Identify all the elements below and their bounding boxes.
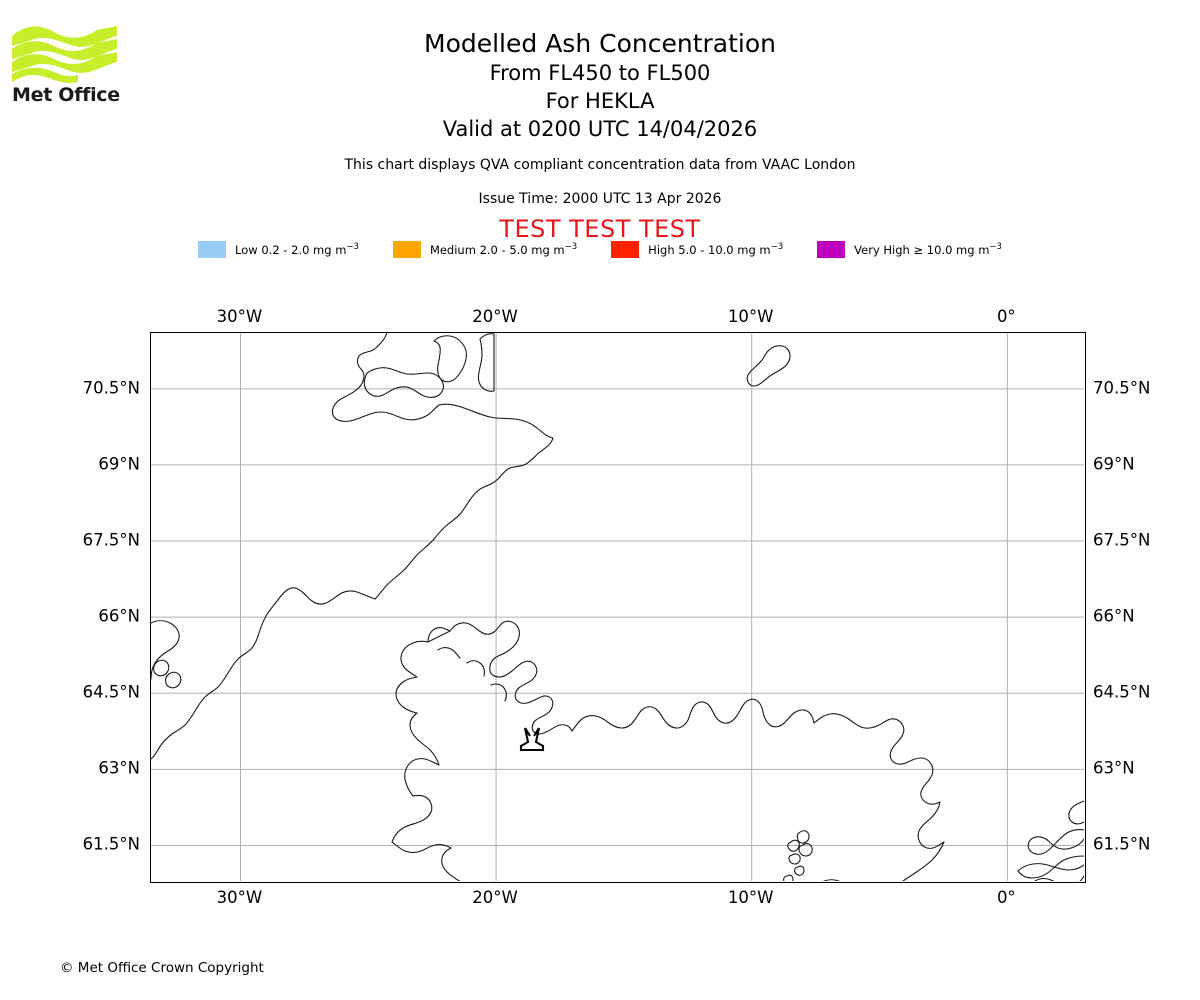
met-office-wordmark: Met Office <box>12 84 120 106</box>
greenland-island-north <box>433 335 467 383</box>
lon-tick-top: 30°W <box>216 307 263 326</box>
lat-tick-right: 66°N <box>1093 606 1135 626</box>
lon-tick-top: 10°W <box>727 307 774 326</box>
met-office-logo: Met Office <box>12 22 142 105</box>
concentration-legend: Low 0.2 - 2.0 mg m−3 Medium 2.0 - 5.0 mg … <box>0 241 1200 258</box>
map-plot-area: 30°W 30°W 20°W 20°W 10°W 10°W 0° 0° 61.5°N 61.5°N… <box>83 307 1151 907</box>
legend-item-high: High 5.0 - 10.0 mg m−3 <box>611 241 783 258</box>
lon-tick-bottom: 0° <box>996 888 1016 907</box>
legend-swatch-very-high <box>817 241 846 258</box>
copyright-notice: © Met Office Crown Copyright <box>60 960 264 976</box>
legend-swatch-medium <box>392 241 421 258</box>
volcano-name-line: For HEKLA <box>545 89 655 113</box>
jan-mayen-island <box>746 345 791 387</box>
legend-item-low: Low 0.2 - 2.0 mg m−3 <box>198 241 359 258</box>
legend-item-very-high: Very High ≥ 10.0 mg m−3 <box>817 241 1002 258</box>
lat-tick-left: 61.5°N <box>82 834 140 854</box>
lon-tick-top: 0° <box>996 307 1016 326</box>
greenland-small-island-a <box>153 659 170 677</box>
map-gridlines <box>151 333 1084 881</box>
greenland-coastline <box>151 333 554 760</box>
iceland-westfjords-detail <box>437 647 507 702</box>
chart-title-block: Modelled Ash Concentration From FL450 to… <box>0 28 1200 143</box>
legend-swatch-high <box>611 241 640 258</box>
scotland-shetland-coastline <box>1017 800 1084 881</box>
lat-tick-right: 61.5°N <box>1093 834 1151 854</box>
coastlines <box>151 333 1084 881</box>
lat-tick-left: 63°N <box>98 758 140 778</box>
met-office-waves-logo-icon <box>12 26 117 83</box>
test-banner: TEST TEST TEST <box>499 215 701 243</box>
volcano-icon <box>519 727 545 752</box>
iceland-coastline <box>391 620 945 881</box>
lat-tick-left: 69°N <box>98 454 140 474</box>
legend-label-very-high: Very High ≥ 10.0 mg m−3 <box>854 242 1002 257</box>
greenland-fjord-inlet <box>477 333 495 392</box>
lat-tick-right: 63°N <box>1093 758 1135 778</box>
legend-label-low: Low 0.2 - 2.0 mg m−3 <box>235 242 359 257</box>
map-frame <box>150 332 1086 883</box>
legend-swatch-low <box>198 241 227 258</box>
lon-tick-bottom: 30°W <box>216 888 263 907</box>
legend-item-medium: Medium 2.0 - 5.0 mg m−3 <box>392 241 578 258</box>
legend-label-medium: Medium 2.0 - 5.0 mg m−3 <box>429 242 578 257</box>
lat-tick-left: 66°N <box>98 606 140 626</box>
issue-time: Issue Time: 2000 UTC 13 Apr 2026 <box>478 191 722 207</box>
qva-compliance-note: This chart displays QVA compliant concen… <box>344 157 856 173</box>
map-canvas <box>151 333 1084 881</box>
lat-tick-right: 70.5°N <box>1093 378 1151 398</box>
legend-label-high: High 5.0 - 10.0 mg m−3 <box>648 242 784 257</box>
greenland-south-tip <box>151 620 180 680</box>
lat-tick-right: 67.5°N <box>1093 530 1151 550</box>
lat-tick-left: 70.5°N <box>82 378 140 398</box>
greenland-fjord-detail <box>363 367 444 398</box>
lon-tick-top: 20°W <box>472 307 518 326</box>
lat-tick-right: 64.5°N <box>1093 682 1151 702</box>
lat-tick-left: 67.5°N <box>82 530 140 550</box>
page-title: Modelled Ash Concentration <box>424 29 776 58</box>
lat-tick-left: 64.5°N <box>82 682 140 702</box>
faroe-islands <box>783 830 813 881</box>
lon-tick-bottom: 20°W <box>472 888 518 907</box>
lat-tick-right: 69°N <box>1093 454 1135 474</box>
lon-tick-bottom: 10°W <box>727 888 774 907</box>
flight-level-range: From FL450 to FL500 <box>489 61 711 85</box>
valid-time: Valid at 0200 UTC 14/04/2026 <box>442 117 758 141</box>
greenland-small-island-b <box>165 671 182 689</box>
